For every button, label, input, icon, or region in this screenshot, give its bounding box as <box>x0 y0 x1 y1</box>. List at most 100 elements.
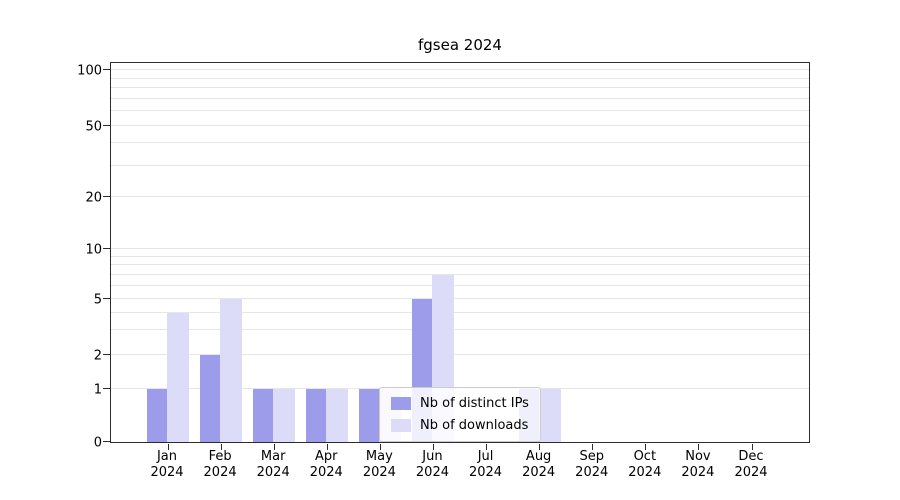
gridline-y-60 <box>111 110 809 112</box>
x-tick-label-line: 2024 <box>203 465 237 480</box>
bar-distinct-ips-feb <box>200 355 223 442</box>
x-tick-label-line: 2024 <box>309 465 343 480</box>
x-tick-label-line: Sep <box>579 449 604 464</box>
bar-downloads-feb <box>220 299 243 442</box>
x-tick-label: May 2024 <box>363 449 396 481</box>
bar-downloads-jan <box>167 312 189 442</box>
x-tick-label-line: 2024 <box>362 465 396 480</box>
legend: Nb of distinct IPs Nb of downloads <box>379 387 541 442</box>
x-tick-label: Sep 2024 <box>575 449 608 481</box>
bar-downloads-mar <box>273 389 296 442</box>
y-tick-label-50: 50 <box>85 119 102 135</box>
x-tick-mark-0 <box>167 444 169 450</box>
x-tick-mark-8 <box>592 444 594 450</box>
gridline-y-7 <box>111 273 809 275</box>
x-tick-label: Apr 2024 <box>310 449 343 481</box>
gridline-y-80 <box>111 87 809 89</box>
gridline-y-50 <box>111 125 809 126</box>
x-tick-label-line: May <box>365 449 393 464</box>
gridline-y-5 <box>111 298 809 299</box>
gridline-y-40 <box>111 142 809 144</box>
x-tick-label-line: Mar <box>260 449 286 464</box>
x-tick-label-line: Oct <box>633 449 657 464</box>
bar-distinct-ips-apr <box>306 389 329 442</box>
x-tick-label-line: 2024 <box>256 465 290 480</box>
y-tick-mark-100 <box>103 69 110 70</box>
x-tick-label-line: Dec <box>738 449 764 464</box>
chart-title: fgsea 2024 <box>418 36 502 54</box>
x-tick-mark-9 <box>645 444 647 450</box>
x-tick-label-line: 2024 <box>628 465 662 480</box>
bar-distinct-ips-mar <box>253 389 276 442</box>
gridline-y-70 <box>111 97 809 99</box>
x-tick-label-line: 2024 <box>575 465 609 480</box>
legend-item: Nb of distinct IPs <box>391 396 529 411</box>
x-tick-mark-5 <box>432 444 434 450</box>
y-tick-label-100: 100 <box>77 63 102 79</box>
x-tick-label: Jan 2024 <box>150 449 183 481</box>
x-tick-mark-6 <box>486 444 488 450</box>
plot-area: Nb of distinct IPs Nb of downloads <box>103 62 810 450</box>
y-tick-mark-20 <box>103 196 110 197</box>
gridline-y-90 <box>111 77 809 79</box>
x-tick-label: Feb 2024 <box>204 449 237 481</box>
x-tick-label-line: 2024 <box>150 465 184 480</box>
x-tick-label-line: Jun <box>422 449 443 464</box>
y-tick-mark-50 <box>103 125 110 126</box>
x-tick-label: Nov 2024 <box>681 449 714 481</box>
bar-distinct-ips-may <box>359 389 382 442</box>
gridline-y-3 <box>111 329 809 331</box>
legend-label: Nb of downloads <box>420 418 529 433</box>
x-tick-label-line: 2024 <box>734 465 768 480</box>
gridline-y-30 <box>111 164 809 166</box>
x-tick-label-line: Apr <box>315 449 338 464</box>
legend-swatch-downloads <box>391 419 411 432</box>
gridline-y-4 <box>111 311 809 313</box>
x-tick-label: Mar 2024 <box>257 449 290 481</box>
gridline-y-100 <box>111 69 809 70</box>
y-tick-label-2: 2 <box>93 348 102 364</box>
x-tick-label-line: Jan <box>156 449 178 464</box>
x-tick-label-line: Jul <box>477 449 494 464</box>
x-tick-label: Aug 2024 <box>522 449 555 481</box>
y-tick-mark-10 <box>103 248 110 249</box>
x-tick-label: Oct 2024 <box>628 449 661 481</box>
x-tick-mark-2 <box>273 444 275 450</box>
gridline-y-8 <box>111 264 809 266</box>
y-tick-mark-1 <box>103 388 110 389</box>
y-tick-label-5: 5 <box>93 292 102 308</box>
x-tick-mark-10 <box>698 444 700 450</box>
x-tick-label: Dec 2024 <box>734 449 767 481</box>
x-tick-label-line: Aug <box>525 449 552 464</box>
gridline-y-6 <box>111 284 809 286</box>
x-tick-label-line: 2024 <box>468 465 503 480</box>
gridline-y-2 <box>111 354 809 355</box>
y-tick-mark-5 <box>103 298 110 299</box>
bar-distinct-ips-jan <box>147 389 169 442</box>
x-tick-label-line: 2024 <box>522 465 556 480</box>
bar-downloads-aug <box>538 389 561 442</box>
x-tick-label: Jun 2024 <box>416 449 449 481</box>
y-tick-label-0: 0 <box>93 435 102 451</box>
x-tick-mark-11 <box>751 444 753 450</box>
legend-item: Nb of downloads <box>391 418 529 433</box>
x-tick-mark-7 <box>539 444 541 450</box>
x-tick-label-line: Nov <box>685 449 711 464</box>
bar-downloads-apr <box>326 389 349 442</box>
gridline-y-20 <box>111 196 809 197</box>
legend-swatch-distinct-ips <box>391 397 411 410</box>
y-tick-mark-2 <box>103 354 110 355</box>
y-tick-label-20: 20 <box>85 190 102 206</box>
x-tick-label-line: 2024 <box>415 465 449 480</box>
gridline-y-10 <box>111 248 809 249</box>
x-tick-label-line: 2024 <box>681 465 715 480</box>
legend-label: Nb of distinct IPs <box>420 396 529 411</box>
x-tick-label: Jul 2024 <box>469 449 502 481</box>
x-tick-mark-4 <box>379 444 381 450</box>
y-tick-label-10: 10 <box>85 242 102 258</box>
y-tick-mark-0 <box>103 441 110 442</box>
y-tick-label-1: 1 <box>93 382 102 398</box>
x-tick-label-line: Feb <box>208 449 232 464</box>
x-tick-mark-3 <box>326 444 328 450</box>
x-tick-mark-1 <box>220 444 222 450</box>
